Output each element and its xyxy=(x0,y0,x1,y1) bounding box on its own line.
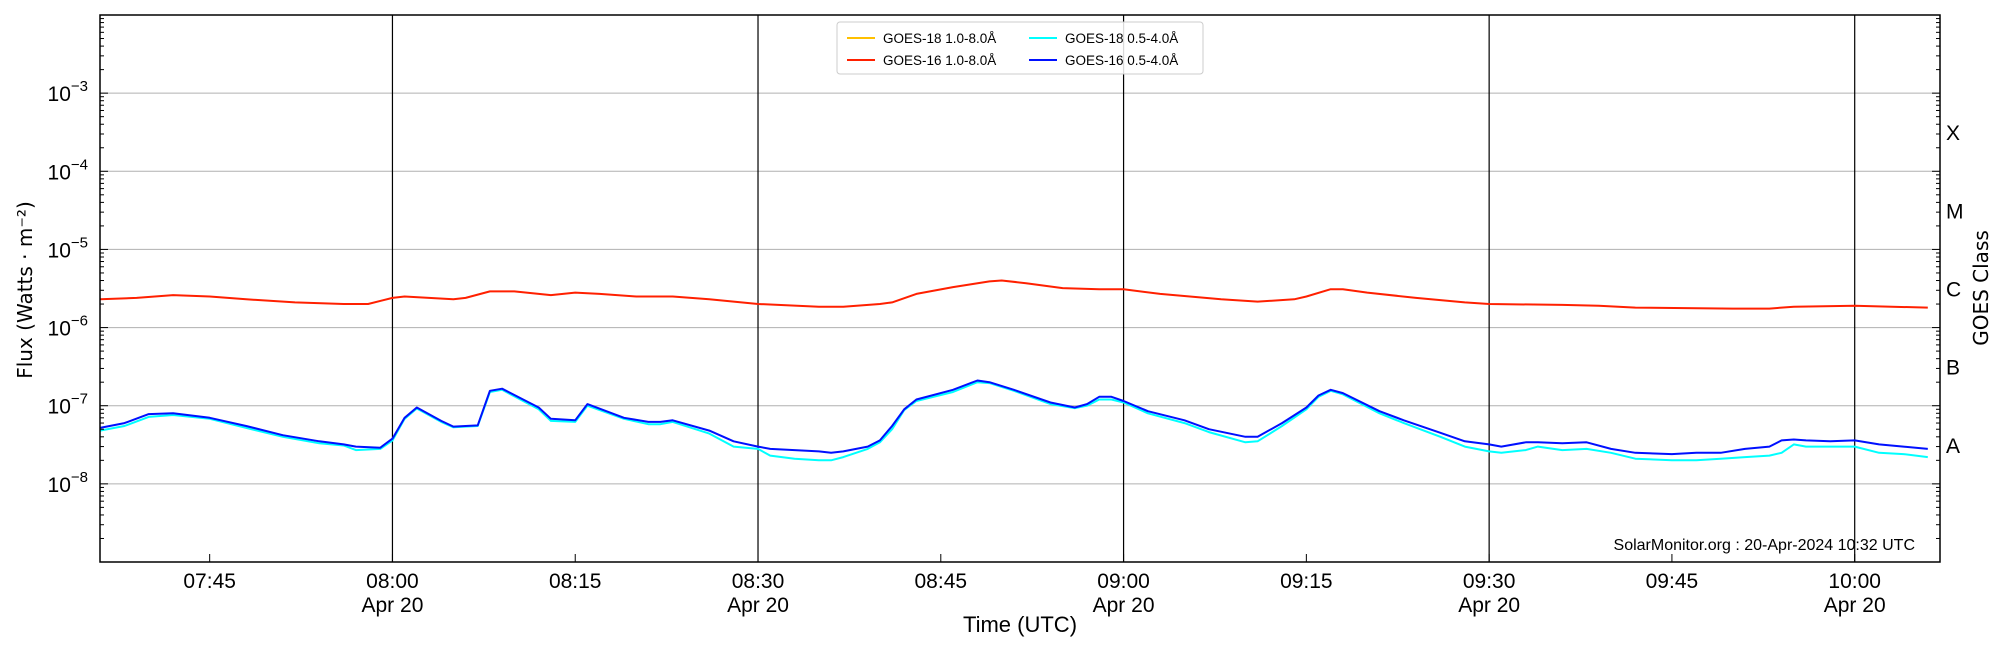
y-tick-label: 10−8 xyxy=(48,469,88,497)
x-axis-label: Time (UTC) xyxy=(963,612,1077,637)
x-tick-label: 07:45 xyxy=(183,570,236,593)
x-tick-label: 09:15 xyxy=(1280,570,1333,593)
goes-class-label: M xyxy=(1946,200,1964,223)
x-tick-date: Apr 20 xyxy=(1824,594,1886,617)
y-axis-right-label: GOES Class xyxy=(1969,230,1993,346)
x-tick-label: 08:00 xyxy=(366,570,419,593)
y-tick-label: 10−7 xyxy=(48,391,88,419)
series-line-2 xyxy=(99,279,1928,310)
legend: GOES-18 1.0-8.0Å GOES-16 1.0-8.0Å GOES-18 … xyxy=(836,21,1204,75)
legend-label: GOES-16 0.5-4.0Å xyxy=(1065,53,1178,68)
y-axis-label: Flux (Watts · m⁻²) xyxy=(13,201,37,379)
x-tick-label: 08:30 xyxy=(732,570,785,593)
y-tick-label: 10−4 xyxy=(48,156,88,184)
y-tick-label: 10−3 xyxy=(48,78,88,106)
goes-class-label: X xyxy=(1946,122,1960,145)
axis-ticks xyxy=(100,18,1940,563)
plot-frame xyxy=(99,14,1941,563)
series-lines xyxy=(99,279,1928,462)
series-line-4 xyxy=(99,379,1928,456)
y-tick-label: 10−5 xyxy=(48,234,88,262)
x-tick-label: 10:00 xyxy=(1828,570,1881,593)
watermark: SolarMonitor.org : 20-Apr-2024 10:32 UTC xyxy=(1614,537,1915,554)
x-tick-date: Apr 20 xyxy=(1093,594,1155,617)
x-tick-label: 09:30 xyxy=(1463,570,1516,593)
grid xyxy=(100,92,1940,485)
y-tick-label: 10−6 xyxy=(48,313,88,341)
x-tick-label: 08:15 xyxy=(549,570,602,593)
x-tick-label: 09:45 xyxy=(1646,570,1699,593)
x-tick-label: 09:00 xyxy=(1097,570,1150,593)
series-line-3 xyxy=(99,381,1928,462)
x-tick-date: Apr 20 xyxy=(1458,594,1520,617)
legend-box xyxy=(836,21,1204,75)
legend-label: GOES-18 0.5-4.0Å xyxy=(1065,31,1178,46)
legend-label: GOES-16 1.0-8.0Å xyxy=(883,53,996,68)
x-tick-date: Apr 20 xyxy=(727,594,789,617)
goes-class-label: A xyxy=(1946,435,1960,458)
x-tick-date: Apr 20 xyxy=(362,594,424,617)
goes-class-label: C xyxy=(1946,279,1961,302)
x-tick-label: 08:45 xyxy=(915,570,968,593)
goes-class-label: B xyxy=(1946,357,1960,380)
legend-label: GOES-18 1.0-8.0Å xyxy=(883,31,996,46)
